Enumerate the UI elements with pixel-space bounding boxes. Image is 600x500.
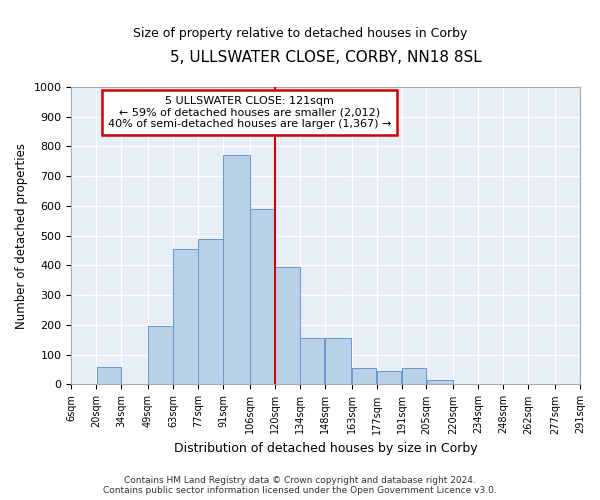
X-axis label: Distribution of detached houses by size in Corby: Distribution of detached houses by size …	[174, 442, 478, 455]
Bar	[325, 338, 351, 384]
Bar	[223, 156, 250, 384]
Bar	[300, 338, 325, 384]
Text: 5 ULLSWATER CLOSE: 121sqm
← 59% of detached houses are smaller (2,012)
40% of se: 5 ULLSWATER CLOSE: 121sqm ← 59% of detac…	[107, 96, 391, 129]
Bar	[427, 380, 453, 384]
Bar	[97, 366, 121, 384]
Y-axis label: Number of detached properties: Number of detached properties	[15, 142, 28, 328]
Bar	[275, 267, 299, 384]
Bar	[250, 209, 275, 384]
Bar	[198, 238, 223, 384]
Bar	[173, 249, 198, 384]
Bar	[402, 368, 426, 384]
Bar	[148, 326, 173, 384]
Text: Contains HM Land Registry data © Crown copyright and database right 2024.
Contai: Contains HM Land Registry data © Crown c…	[103, 476, 497, 495]
Title: 5, ULLSWATER CLOSE, CORBY, NN18 8SL: 5, ULLSWATER CLOSE, CORBY, NN18 8SL	[170, 50, 482, 65]
Bar	[377, 371, 401, 384]
Text: Size of property relative to detached houses in Corby: Size of property relative to detached ho…	[133, 28, 467, 40]
Bar	[352, 368, 376, 384]
